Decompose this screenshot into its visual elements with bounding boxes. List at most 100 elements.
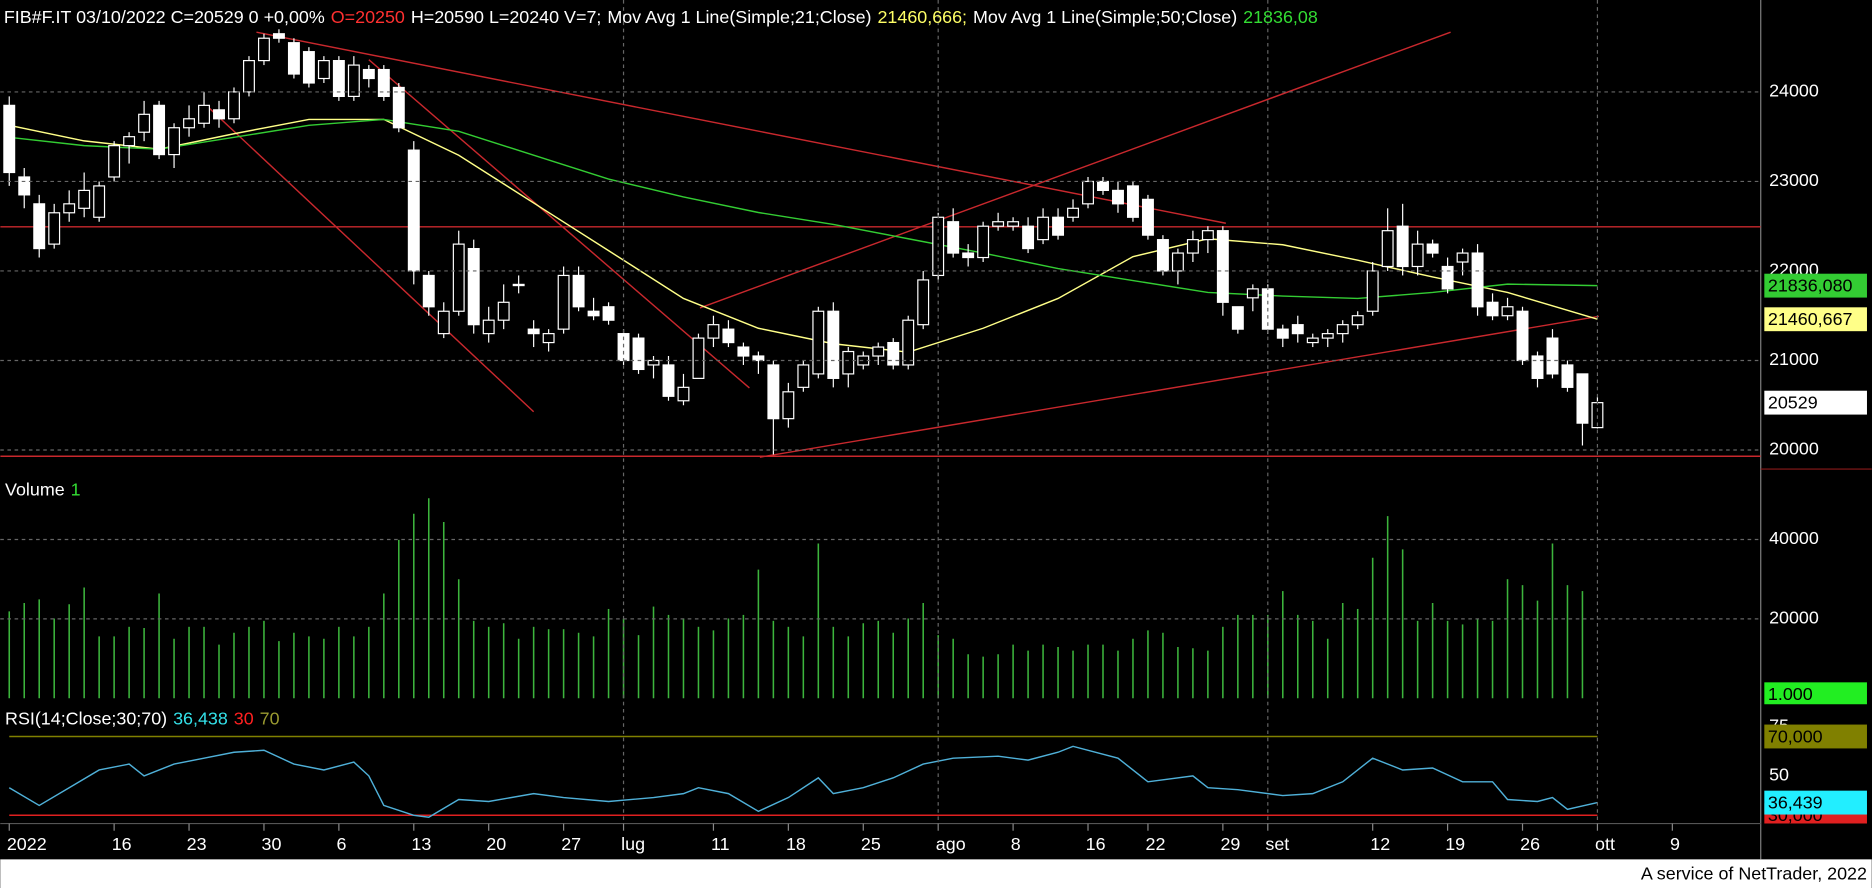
candle-body (272, 33, 285, 39)
y-tick-label: 20000 (1769, 439, 1819, 459)
candle-body (482, 319, 495, 335)
candle-body (1501, 306, 1514, 317)
title-part: 21460,666; (877, 7, 967, 27)
candle-body (78, 189, 91, 209)
candle-body (512, 283, 525, 287)
candle-body (198, 104, 210, 124)
candle-body (1037, 216, 1050, 241)
candle-body (782, 391, 795, 420)
candle-body (3, 104, 16, 174)
x-tick-label: 20 (486, 834, 506, 854)
candle-body (108, 145, 121, 178)
value-marker-box (1764, 682, 1867, 705)
x-tick-label: 11 (711, 834, 730, 854)
title-part: 70 (260, 708, 280, 728)
moving-average-line (9, 118, 1598, 353)
candle-body (1022, 225, 1035, 250)
panel-group: 200002100022000230002400021460,66721836,… (1764, 81, 1867, 459)
candle-body (737, 346, 750, 357)
candle-body (587, 310, 600, 317)
candle-body (1201, 230, 1214, 241)
value-marker-box (1764, 790, 1867, 815)
x-tick-label: 13 (411, 834, 431, 854)
x-tick-label: 16 (1086, 834, 1106, 854)
trendline (256, 31, 1226, 224)
title-part: 36,438 (173, 708, 228, 728)
candle-body (1531, 355, 1544, 379)
candle-body (168, 127, 181, 156)
candle-body (842, 350, 855, 375)
candle-body (1082, 180, 1094, 205)
candle-body (1067, 207, 1079, 218)
footer-band (0, 859, 1872, 888)
candle-body (1171, 252, 1184, 272)
candle-body (1246, 288, 1259, 299)
candle-body (1321, 333, 1334, 339)
candle-body (452, 243, 465, 312)
y-tick-label: 20000 (1769, 608, 1819, 628)
candle-body (93, 185, 106, 218)
candle-body (557, 274, 570, 330)
candle-body (153, 104, 166, 156)
value-marker-box (1764, 307, 1867, 332)
candle-body (1426, 243, 1439, 254)
candle-body (1456, 252, 1469, 263)
candle-body (228, 91, 240, 120)
candle-body (138, 113, 151, 133)
candle-body (302, 51, 315, 84)
candle-body (347, 64, 360, 98)
candle-body (1396, 225, 1409, 268)
title-part: 21836,08 (1243, 7, 1318, 27)
value-marker-box (1764, 273, 1867, 298)
candle-body (317, 60, 330, 80)
title-part: H=20590 L=20240 V=7; (411, 7, 602, 27)
trendline (699, 31, 1451, 309)
candle-body (947, 221, 960, 254)
x-tick-label: 9 (1670, 834, 1680, 854)
candle-body (497, 301, 510, 321)
value-marker-box (1764, 724, 1867, 749)
candle-body (437, 310, 450, 335)
title-part: O=20250 (331, 7, 405, 27)
candle-body (18, 176, 31, 196)
panel-group (8, 498, 1599, 699)
candle-body (707, 324, 720, 339)
candle-body (752, 355, 765, 362)
candle-body (872, 346, 885, 357)
x-tick-label: 18 (786, 834, 806, 854)
candle-body (572, 274, 585, 308)
y-tick-label: 50 (1769, 765, 1789, 785)
candle-body (407, 149, 420, 272)
title-part: Mov Avg 1 Line(Simple;50;Close) (973, 7, 1237, 27)
x-tick-label: 25 (861, 834, 881, 854)
x-tick-label: 6 (336, 834, 346, 854)
candle-body (243, 60, 255, 93)
x-tick-label: ott (1595, 834, 1615, 854)
title-part: 30 (234, 708, 254, 728)
x-tick-label: 30 (262, 834, 282, 854)
x-tick-label: 16 (112, 834, 132, 854)
trendline (208, 106, 535, 413)
candle-body (63, 203, 76, 214)
y-tick-label: 21000 (1769, 349, 1819, 369)
candle-body (542, 333, 555, 344)
candle-body (123, 136, 136, 147)
candle-body (213, 109, 225, 120)
x-tick-label: 23 (187, 834, 207, 854)
candle-body (183, 118, 196, 129)
value-marker-label: 20529 (1768, 393, 1818, 413)
candle-body (1052, 216, 1065, 236)
trendline (759, 315, 1600, 458)
candle-body (692, 337, 705, 379)
candle-body (33, 203, 46, 250)
candle-body (1097, 180, 1109, 191)
moving-average-line (9, 118, 1598, 300)
candle-body (1276, 328, 1289, 339)
x-tick-label: 29 (1220, 834, 1240, 854)
x-tick-label: 27 (561, 834, 581, 854)
candle-body (1471, 252, 1484, 308)
candle-body (1411, 243, 1424, 268)
candle-body (1366, 270, 1379, 312)
y-tick-label: 40000 (1769, 528, 1819, 548)
